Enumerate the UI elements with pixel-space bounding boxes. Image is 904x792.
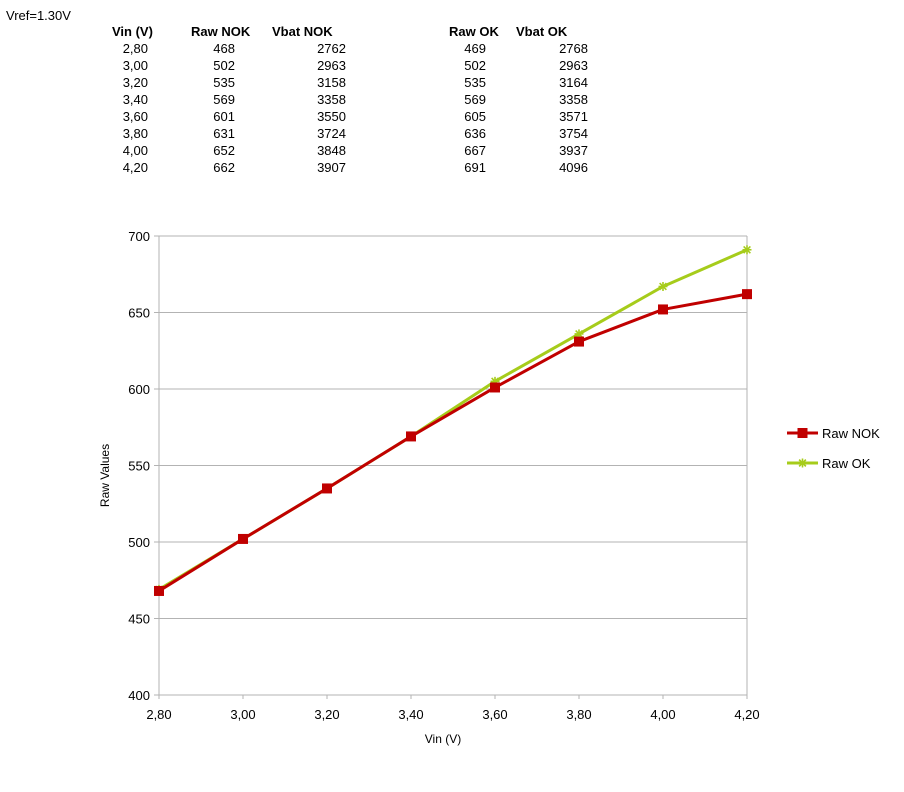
vbat-nok-cell: 3724	[317, 126, 346, 141]
data-point-raw-ok	[658, 281, 668, 291]
x-tick-label: 2,80	[146, 707, 171, 722]
x-tick-label: 3,60	[482, 707, 507, 722]
vbat-nok-cell: 3907	[317, 160, 346, 175]
y-tick-label: 500	[128, 535, 150, 550]
vin-cell: 3,60	[122, 109, 148, 124]
raw-nok-cell: 601	[213, 109, 235, 124]
vbat-ok-cell: 3164	[559, 75, 588, 90]
y-axis-label: Raw Values	[98, 444, 112, 507]
vin-header: Vin (V)	[112, 24, 153, 39]
x-axis-label: Vin (V)	[425, 732, 461, 746]
raw-nok-cell: 502	[213, 58, 235, 73]
raw-ok-cell: 469	[464, 41, 486, 56]
vin-cell: 3,80	[122, 126, 148, 141]
raw-nok-cell: 535	[213, 75, 235, 90]
raw-ok-cell: 502	[464, 58, 486, 73]
data-point-raw-nok	[406, 431, 416, 442]
x-tick-label: 4,00	[650, 707, 675, 722]
vbat-ok-cell: 3754	[559, 126, 588, 141]
vbat-ok-cell: 2963	[559, 58, 588, 73]
legend-marker-raw-nok	[797, 428, 808, 438]
raw-nok-cell: 652	[213, 143, 235, 158]
y-tick-label: 400	[128, 688, 150, 703]
y-tick-label: 450	[128, 612, 150, 627]
vin-cell: 3,40	[122, 92, 148, 107]
x-tick-label: 3,40	[398, 707, 423, 722]
vbat-nok-cell: 3550	[317, 109, 346, 124]
data-point-raw-nok	[154, 585, 164, 596]
vbat-ok-cell: 3937	[559, 143, 588, 158]
x-tick-label: 4,20	[734, 707, 759, 722]
raw-ok-cell: 569	[464, 92, 486, 107]
vref-label: Vref=1.30V	[6, 8, 71, 23]
vbat-nok-cell: 2762	[317, 41, 346, 56]
vbat-ok-cell: 3571	[559, 109, 588, 124]
raw-ok-cell: 535	[464, 75, 486, 90]
legend-label-raw-ok: Raw OK	[822, 456, 871, 471]
y-tick-label: 650	[128, 306, 150, 321]
y-tick-label: 550	[128, 459, 150, 474]
data-point-raw-nok	[238, 533, 248, 544]
raw-nok-cell: 662	[213, 160, 235, 175]
x-tick-label: 3,00	[230, 707, 255, 722]
data-point-raw-nok	[658, 304, 668, 315]
data-point-raw-ok	[742, 245, 752, 255]
vin-cell: 3,00	[122, 58, 148, 73]
y-tick-label: 600	[128, 382, 150, 397]
vin-cell: 4,20	[122, 160, 148, 175]
vin-cell: 2,80	[122, 41, 148, 56]
vbat-nok-cell: 3158	[317, 75, 346, 90]
legend-label-raw-nok: Raw NOK	[822, 426, 880, 441]
data-point-raw-nok	[322, 483, 332, 494]
raw-nok-header: Raw NOK	[191, 24, 251, 39]
vbat-ok-header: Vbat OK	[516, 24, 568, 39]
vbat-ok-cell: 3358	[559, 92, 588, 107]
vin-cell: 4,00	[122, 143, 148, 158]
raw-ok-cell: 667	[464, 143, 486, 158]
raw-ok-cell: 691	[464, 160, 486, 175]
vbat-nok-header: Vbat NOK	[272, 24, 333, 39]
raw-ok-cell: 605	[464, 109, 486, 124]
vbat-nok-cell: 3358	[317, 92, 346, 107]
raw-nok-cell: 569	[213, 92, 235, 107]
data-point-raw-nok	[742, 289, 752, 300]
vbat-nok-cell: 2963	[317, 58, 346, 73]
raw-nok-cell: 631	[213, 126, 235, 141]
series-line-raw-nok	[158, 292, 748, 593]
vin-cell: 3,20	[122, 75, 148, 90]
data-point-raw-nok	[574, 336, 584, 347]
vbat-nok-cell: 3848	[317, 143, 346, 158]
vbat-ok-cell: 4096	[559, 160, 588, 175]
legend-marker-raw-ok	[798, 458, 807, 468]
data-point-raw-nok	[490, 382, 500, 393]
x-tick-label: 3,20	[314, 707, 339, 722]
raw-ok-cell: 636	[464, 126, 486, 141]
y-tick-label: 700	[128, 229, 150, 244]
x-tick-label: 3,80	[566, 707, 591, 722]
vbat-ok-cell: 2768	[559, 41, 588, 56]
raw-nok-cell: 468	[213, 41, 235, 56]
raw-ok-header: Raw OK	[449, 24, 499, 39]
